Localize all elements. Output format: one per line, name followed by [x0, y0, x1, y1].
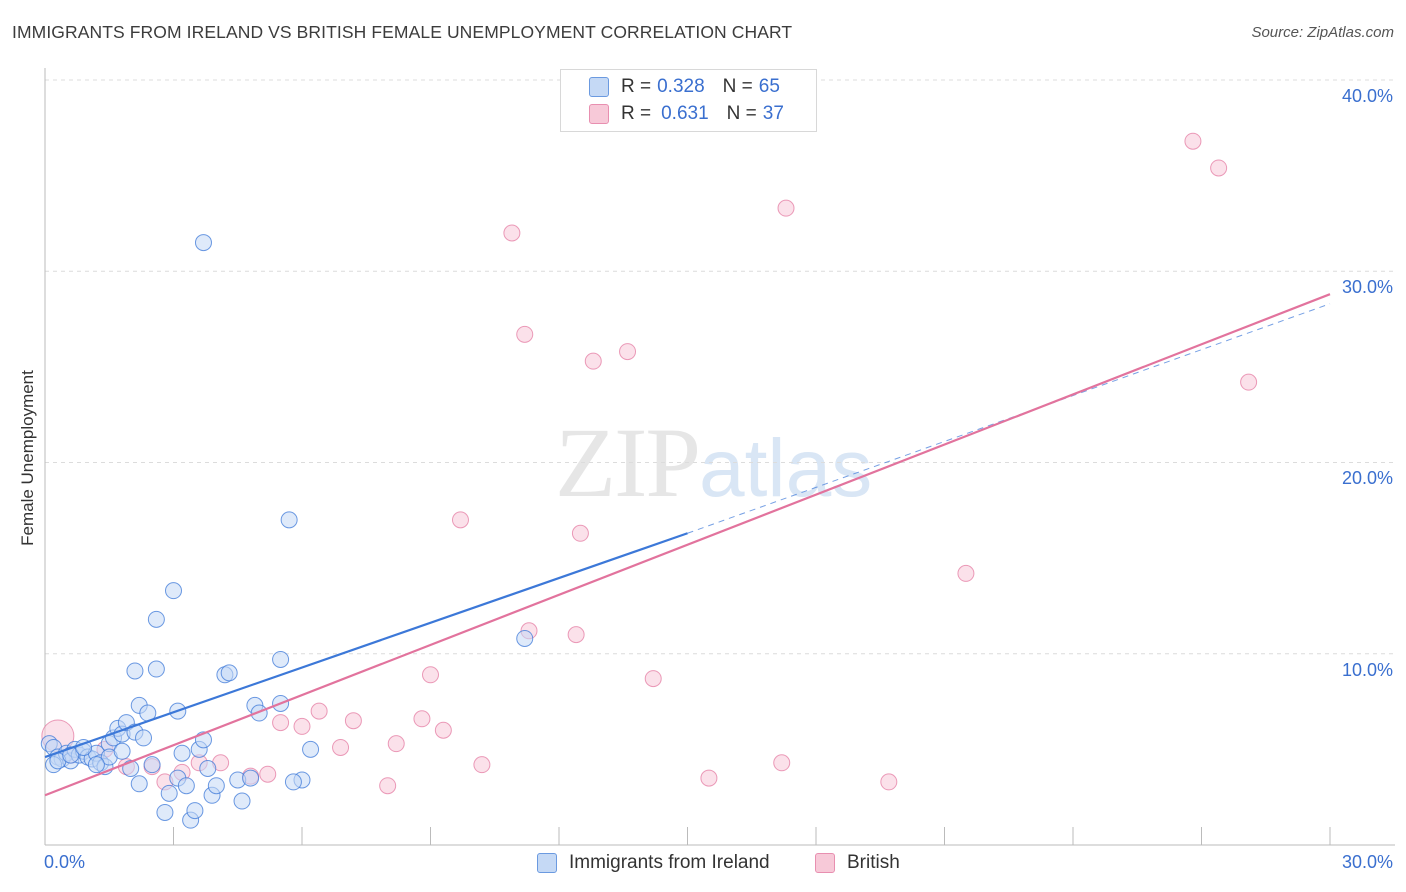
legend-r-label: R =: [621, 103, 652, 124]
british-point: [293, 717, 311, 735]
british-point: [773, 754, 791, 772]
legend-row-ireland: R = 0.328 N = 65: [561, 74, 780, 100]
y-tick-label-30: 30.0%: [1341, 277, 1393, 297]
bottom-legend-swatch-blue: [537, 853, 557, 873]
y-tick-label-40: 40.0%: [1341, 86, 1393, 106]
ireland-point: [147, 660, 165, 678]
ireland-point: [207, 777, 225, 795]
legend-n-value: 65: [758, 76, 780, 97]
british-point: [1184, 132, 1202, 150]
ireland-point: [272, 650, 290, 668]
y-tick-label-20: 20.0%: [1341, 468, 1393, 488]
watermark: ZIPatlas: [555, 405, 872, 520]
ireland-point: [186, 802, 204, 820]
british-point: [619, 343, 637, 361]
bottom-legend-ireland: Immigrants from Ireland: [537, 852, 770, 874]
watermark-zip: ZIP: [555, 407, 701, 518]
y-tick-label-10: 10.0%: [1341, 660, 1393, 680]
ireland-point: [173, 744, 191, 762]
british-point: [516, 325, 534, 343]
ireland-point: [130, 775, 148, 793]
legend-r-label: R =: [621, 76, 652, 97]
ireland-point: [194, 234, 212, 252]
ireland-trend-line: [44, 532, 688, 759]
legend-r-value: 0.631: [661, 103, 709, 124]
british-point: [503, 224, 521, 242]
ireland-point: [516, 629, 534, 647]
british-point: [584, 352, 602, 370]
bottom-legend-british: British: [815, 852, 900, 874]
british-point: [272, 714, 290, 732]
ireland-point: [135, 729, 153, 747]
ireland-point: [284, 773, 302, 791]
bottom-legend-swatch-pink: [815, 853, 835, 873]
british-point: [880, 773, 898, 791]
british-point: [413, 710, 431, 728]
ireland-point: [177, 777, 195, 795]
british-point: [1210, 159, 1228, 177]
ireland-point: [280, 511, 298, 529]
legend-n-value: 37: [762, 103, 784, 124]
british-point: [700, 769, 718, 787]
ireland-point: [156, 803, 174, 821]
british-point: [1240, 373, 1258, 391]
british-point: [379, 777, 397, 795]
british-point: [387, 735, 405, 753]
x-tick-label-0: 0.0%: [44, 852, 86, 872]
british-point: [567, 626, 585, 644]
british-point: [644, 670, 662, 688]
ireland-point: [147, 610, 165, 628]
british-point: [473, 756, 491, 774]
legend-n-label: N =: [726, 103, 757, 124]
bottom-legend-label-british: British: [847, 852, 900, 873]
british-point: [332, 738, 350, 756]
chart-title: IMMIGRANTS FROM IRELAND VS BRITISH FEMAL…: [12, 22, 793, 42]
ireland-point: [165, 582, 182, 600]
legend-swatch-pink: [589, 104, 609, 124]
source-label: Source: ZipAtlas.com: [1251, 24, 1394, 41]
ireland-point: [242, 769, 260, 787]
british-point: [344, 712, 362, 730]
british-point: [777, 199, 795, 217]
correlation-legend: R = 0.328 N = 65 R = 0.631 N = 37: [560, 69, 817, 132]
ireland-point: [160, 784, 178, 802]
legend-r-value: 0.328: [657, 76, 705, 97]
x-tick-label-30: 30.0%: [1341, 852, 1393, 872]
british-point: [571, 524, 589, 542]
british-point: [422, 666, 439, 684]
ireland-point: [87, 756, 105, 774]
legend-n-label: N =: [722, 76, 753, 97]
ireland-point: [220, 664, 238, 682]
ireland-point: [302, 740, 320, 758]
ireland-point: [113, 742, 131, 760]
ireland-point: [143, 756, 161, 774]
british-trend-line: [44, 293, 1331, 797]
british-point: [451, 511, 469, 529]
ireland-point: [126, 662, 144, 680]
legend-row-british: R = 0.631 N = 37: [561, 101, 784, 127]
legend-swatch-blue: [589, 77, 609, 97]
british-point: [259, 765, 277, 783]
ireland-point: [199, 760, 217, 777]
british-point: [434, 721, 452, 739]
bottom-legend-label-ireland: Immigrants from Ireland: [569, 852, 770, 873]
watermark-atlas: atlas: [699, 423, 873, 514]
ireland-point: [233, 792, 251, 810]
british-point: [310, 702, 328, 720]
british-point: [957, 564, 975, 582]
